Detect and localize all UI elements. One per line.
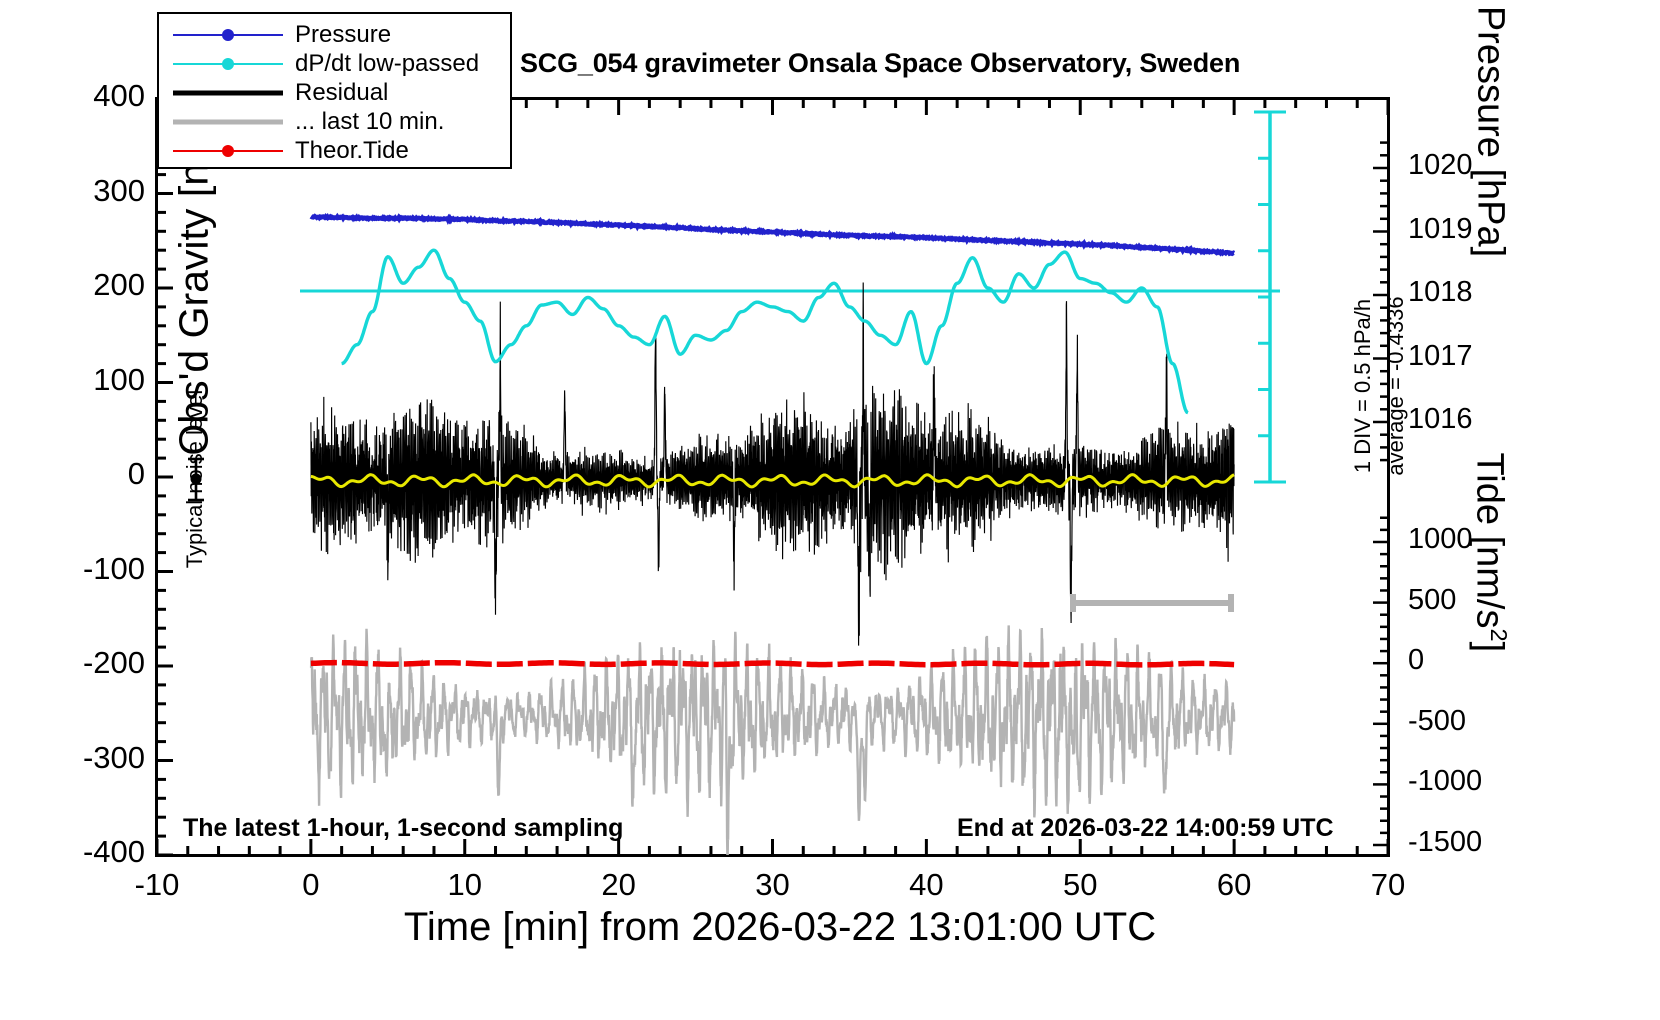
tide-tick-label: 500	[1408, 583, 1457, 616]
bottom-right-note: End at 2026-03-22 14:00:59 UTC	[957, 814, 1334, 842]
y-axis-label-tide-text: Tide [nm/s2]	[1468, 452, 1513, 653]
tide-tick-label: -500	[1408, 704, 1467, 737]
legend-swatch	[173, 141, 283, 161]
pressure-tick-label: 1017	[1408, 339, 1473, 372]
div-scale-note: 1 DIV = 0.5 hPa/h	[1350, 298, 1375, 474]
y-tick-label: -400	[82, 834, 145, 869]
legend-item-dp-dt-low-passed[interactable]: dP/dt low-passed	[159, 49, 510, 78]
y-tick-label: -300	[82, 739, 145, 775]
pressure-tick-label: 1019	[1408, 212, 1473, 245]
tide-tick-label: -1500	[1408, 826, 1483, 858]
bottom-left-note: The latest 1-hour, 1-second sampling	[183, 814, 624, 842]
legend-swatch	[173, 112, 283, 132]
noise-level-note: Typical noise level	[182, 389, 207, 569]
legend-item-last-10-min[interactable]: ... last 10 min.	[159, 107, 510, 136]
y-tick-label: 100	[93, 361, 145, 397]
chart-title: SCG_054 gravimeter Onsala Space Observat…	[520, 48, 1241, 78]
x-tick-label: 60	[1216, 867, 1252, 902]
x-axis-label: Time [min] from 2026-03-22 13:01:00 UTC	[403, 905, 1157, 949]
legend-marker-dot	[222, 28, 234, 41]
y-tick-label: -200	[82, 645, 145, 680]
y-axis-label-tide: Tide [nm/s2]	[1468, 377, 1513, 727]
legend-marker-dot	[222, 144, 234, 157]
legend-item-label: Pressure	[295, 20, 392, 48]
legend-item-label: Residual	[295, 78, 389, 106]
x-tick-label: 40	[909, 867, 944, 902]
legend-swatch	[173, 54, 283, 74]
legend-item-label: ... last 10 min.	[295, 107, 445, 135]
legend-item-theor-tide[interactable]: Theor.Tide	[159, 136, 510, 165]
y-axis-label-pressure-text: Pressure [hPa]	[1469, 5, 1512, 258]
legend-swatch	[173, 25, 283, 45]
y-axis-label-pressure: Pressure [hPa]	[1469, 0, 1512, 322]
y-tick-label: 200	[93, 267, 145, 302]
y-tick-label: 0	[127, 456, 145, 491]
pressure-tick-label: 1018	[1408, 276, 1473, 308]
tide-tick-label: -1000	[1408, 765, 1483, 798]
y-tick-label: 400	[93, 78, 145, 113]
x-tick-label: 30	[755, 867, 790, 902]
y-tick-label: -100	[82, 550, 145, 586]
legend-item-pressure[interactable]: Pressure	[159, 20, 510, 49]
x-tick-label: -10	[134, 867, 180, 902]
legend-item-residual[interactable]: Residual	[159, 78, 510, 107]
legend-marker-dot	[222, 57, 234, 70]
legend-item-label: dP/dt low-passed	[295, 49, 480, 77]
x-tick-label: 50	[1063, 867, 1098, 902]
plot-area	[155, 97, 1390, 857]
y-tick-label: 300	[93, 172, 145, 208]
legend-swatch	[173, 83, 283, 103]
x-tick-label: 20	[601, 867, 636, 902]
tide-tick-label: 0	[1408, 644, 1425, 677]
x-tick-label: 10	[447, 867, 482, 902]
x-tick-label: 70	[1370, 867, 1406, 902]
legend-item-label: Theor.Tide	[295, 136, 409, 164]
x-tick-label: 0	[302, 867, 320, 902]
chart-legend[interactable]: Pressure dP/dt low-passed Residual... last…	[157, 12, 512, 169]
pressure-tick-label: 1020	[1408, 149, 1473, 181]
average-note: average = -0.4336	[1383, 296, 1408, 476]
tide-tick-label: 1000	[1408, 523, 1473, 555]
pressure-tick-label: 1016	[1408, 403, 1473, 435]
